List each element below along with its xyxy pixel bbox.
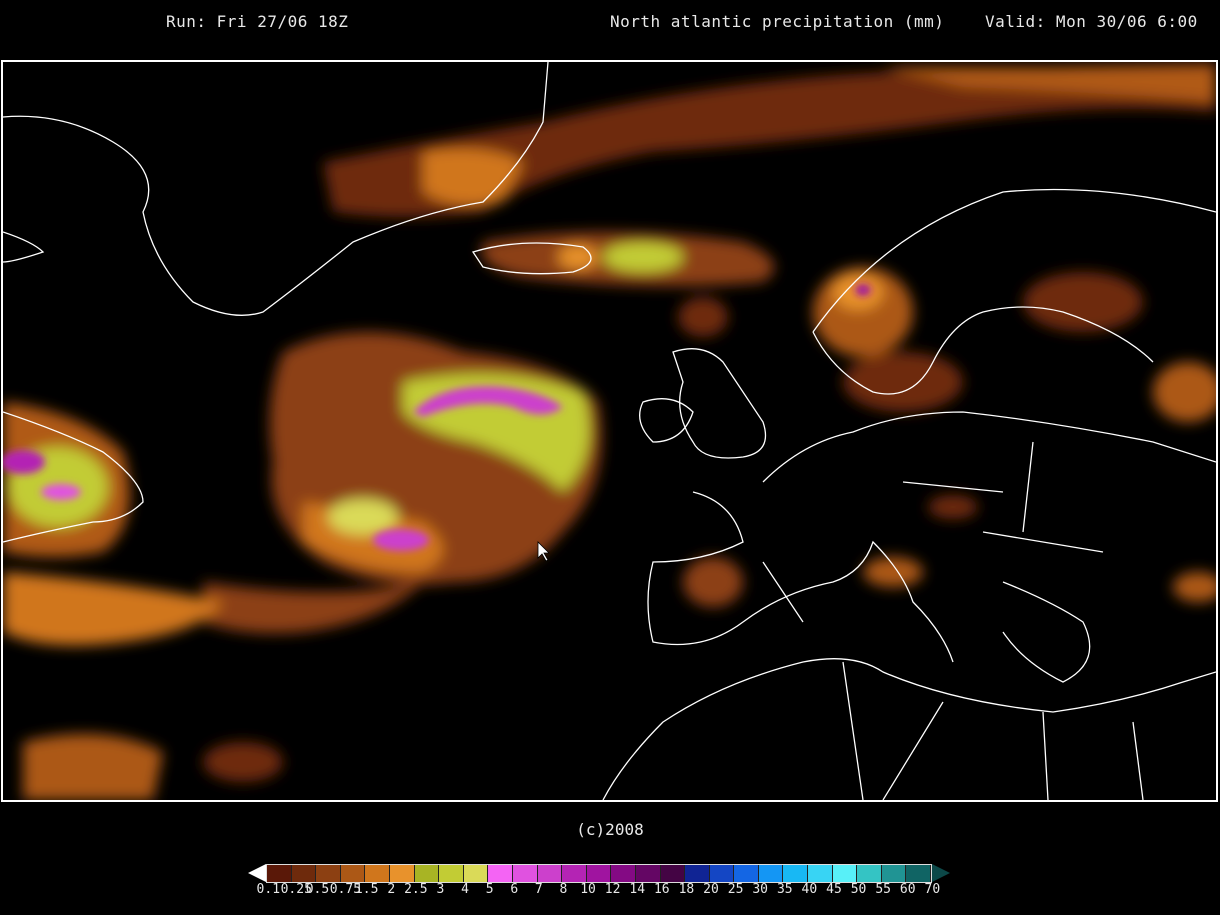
- legend-color-bar: [266, 864, 933, 883]
- legend-swatch: [316, 865, 341, 882]
- legend-swatch: [881, 865, 907, 882]
- legend-swatch: [562, 865, 587, 882]
- legend-label: 50: [850, 882, 867, 897]
- valid-time-label: Valid: Mon 30/06 6:00: [985, 12, 1198, 31]
- legend-label: 45: [826, 882, 842, 897]
- legend-label: 4: [461, 882, 469, 897]
- color-scale-legend: 0.1 0.25 0.5 0.75 1.5 2 2.5 3 4 5 6 7 8 10 12 14 16 18 20 2…: [246, 864, 976, 897]
- legend-label: 0.5: [305, 882, 330, 897]
- legend-swatch: [537, 865, 563, 882]
- legend-label: 8: [559, 882, 568, 897]
- legend-label: 35: [776, 882, 793, 897]
- legend-swatch: [512, 865, 538, 882]
- precipitation-field: [3, 62, 1216, 800]
- legend-label: 55: [875, 882, 891, 897]
- legend-label: 1.5: [354, 882, 379, 897]
- map-canvas: [3, 62, 1216, 800]
- legend-swatch: [439, 865, 464, 882]
- legend-label: 2.5: [404, 882, 428, 897]
- legend-swatch: [832, 865, 858, 882]
- copyright-label: (c)2008: [576, 820, 644, 839]
- legend-label: 40: [801, 882, 818, 897]
- legend-label: 60: [899, 882, 916, 897]
- legend-swatch: [783, 865, 809, 882]
- legend-swatch: [660, 865, 686, 882]
- legend-label: 18: [678, 882, 695, 897]
- legend-label: 6: [510, 882, 519, 897]
- legend-label: 70: [924, 882, 941, 897]
- map-title: North atlantic precipitation (mm): [610, 12, 945, 31]
- legend-swatch: [709, 865, 735, 882]
- legend-label: 0.1: [256, 882, 281, 897]
- legend-swatch: [808, 865, 833, 882]
- legend-left-arrow: [248, 864, 266, 882]
- legend-swatch: [906, 865, 932, 882]
- legend-swatch: [857, 865, 882, 882]
- legend-label: 0.25: [280, 882, 312, 897]
- legend-swatch: [267, 865, 292, 882]
- legend-swatch: [463, 865, 489, 882]
- legend-label: 30: [752, 882, 768, 897]
- legend-label: 5: [485, 882, 494, 897]
- legend-label: 14: [629, 882, 646, 897]
- legend-swatch: [291, 865, 317, 882]
- mouse-cursor-icon: [537, 541, 550, 562]
- legend-label: 20: [703, 882, 719, 897]
- legend-swatch: [488, 865, 513, 882]
- legend-label: 16: [653, 882, 670, 897]
- legend-label: 3: [436, 882, 445, 897]
- legend-label: 10: [580, 882, 596, 897]
- legend-swatch: [685, 865, 710, 882]
- legend-labels: 0.1 0.25 0.5 0.75 1.5 2 2.5 3 4 5 6 7 8 10 12 14 16 18 20 2…: [256, 882, 945, 897]
- legend-swatch: [389, 865, 415, 882]
- run-time-label: Run: Fri 27/06 18Z: [166, 12, 349, 31]
- precipitation-map: [1, 60, 1218, 802]
- legend-swatch: [635, 865, 661, 882]
- coastlines: [3, 62, 1216, 800]
- legend-swatch: [734, 865, 759, 882]
- legend-label: 25: [727, 882, 744, 897]
- legend-label: 7: [534, 882, 543, 897]
- legend-swatch: [365, 865, 390, 882]
- legend-swatch: [611, 865, 636, 882]
- legend-swatch: [414, 865, 440, 882]
- legend-label: 12: [604, 882, 621, 897]
- legend-swatch: [586, 865, 612, 882]
- legend-swatch: [340, 865, 366, 882]
- legend-label: 0.75: [329, 882, 362, 897]
- heavy-precipitation-cores: [3, 284, 871, 551]
- legend-label: 2: [387, 882, 396, 897]
- legend-swatch: [758, 865, 784, 882]
- legend-right-arrow: [932, 864, 951, 882]
